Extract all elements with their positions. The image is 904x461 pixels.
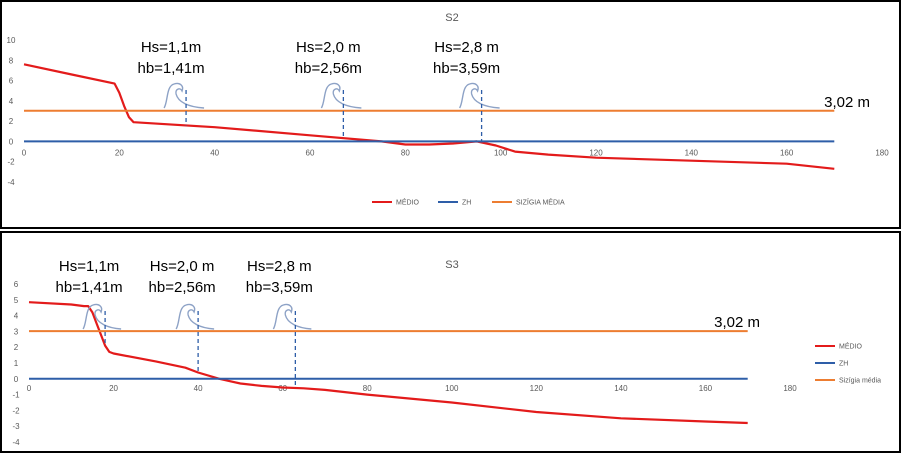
wave-height-label: Hs=2,8 m — [247, 258, 312, 275]
y-tick-label: 0 — [9, 137, 14, 146]
y-tick-label: -3 — [12, 422, 20, 431]
x-tick-label: 80 — [363, 384, 372, 393]
wave-height-label: Hs=1,1m — [59, 258, 119, 275]
x-tick-label: 40 — [194, 384, 203, 393]
wave-annotation: Hs=2,0 m hb=2,56m — [149, 258, 216, 373]
x-tick-label: 140 — [614, 384, 628, 393]
wave-annotation: Hs=2,0 m hb=2,56m — [295, 39, 362, 139]
legend-item: Sizígia média — [815, 378, 881, 385]
wave-annotation: Hs=1,1m hb=1,41m — [56, 258, 123, 346]
breaking-depth-label: hb=1,41m — [56, 279, 123, 296]
y-tick-label: 4 — [9, 97, 14, 106]
series-line-medio — [23, 63, 835, 170]
y-tick-label: 2 — [9, 117, 14, 126]
y-tick-label: 6 — [14, 280, 19, 289]
breaking-depth-label: hb=2,56m — [149, 279, 216, 296]
chart-legend: MÉDIO ZH Sizígia média — [815, 342, 881, 385]
x-tick-label: 40 — [210, 148, 219, 157]
x-tick-label: 100 — [445, 384, 459, 393]
y-tick-label: 3 — [14, 327, 19, 336]
legend-item: MÉDIO — [815, 342, 863, 351]
legend-label: ZH — [839, 361, 848, 368]
wave-height-label: Hs=2,0 m — [150, 258, 215, 275]
y-tick-label: 8 — [9, 56, 14, 65]
x-tick-label: 100 — [494, 148, 508, 157]
level-label: 3,02 m — [824, 94, 870, 111]
chart-title: S3 — [445, 259, 458, 271]
wave-height-label: Hs=1,1m — [141, 39, 201, 56]
x-tick-label: 120 — [530, 384, 544, 393]
breaking-depth-label: hb=3,59m — [246, 279, 313, 296]
wave-annotation: Hs=2,8 m hb=3,59m — [433, 39, 500, 143]
legend-item: ZH — [438, 200, 471, 207]
y-tick-label: 1 — [14, 359, 19, 368]
wave-annotation: Hs=2,8 m hb=3,59m — [246, 258, 313, 388]
y-tick-label: 2 — [14, 343, 19, 352]
x-tick-label: 160 — [699, 384, 713, 393]
x-tick-label: 140 — [685, 148, 699, 157]
legend-item: MÉDIO — [372, 198, 420, 207]
y-tick-label: -2 — [7, 158, 15, 167]
legend-item: ZH — [815, 361, 848, 368]
legend-item: SIZÍGIA MÉDIA — [492, 198, 565, 207]
x-tick-label: 80 — [401, 148, 410, 157]
chart-legend: MÉDIO ZH SIZÍGIA MÉDIA — [372, 198, 565, 207]
legend-label: MÉDIO — [396, 198, 420, 207]
y-tick-label: 5 — [14, 296, 19, 305]
breaking-wave-icon — [163, 82, 205, 109]
legend-label: SIZÍGIA MÉDIA — [516, 198, 565, 207]
y-tick-label: 0 — [14, 375, 19, 384]
x-tick-label: 60 — [306, 148, 315, 157]
x-tick-label: 20 — [109, 384, 118, 393]
legend-label: MÉDIO — [839, 342, 863, 351]
y-tick-label: -4 — [12, 438, 20, 447]
breaking-wave-icon — [320, 82, 362, 109]
y-tick-label: 4 — [14, 312, 19, 321]
breaking-wave-icon — [175, 303, 215, 330]
x-tick-label: 160 — [780, 148, 794, 157]
level-label: 3,02 m — [714, 314, 760, 331]
x-tick-label: 20 — [115, 148, 124, 157]
legend-label: ZH — [462, 200, 471, 207]
breaking-depth-label: hb=1,41m — [137, 60, 204, 77]
x-tick-label: 0 — [27, 384, 32, 393]
breaking-depth-label: hb=2,56m — [295, 60, 362, 77]
y-tick-label: 6 — [9, 77, 14, 86]
chart-title: S2 — [445, 12, 458, 24]
x-tick-label: 0 — [22, 148, 27, 157]
legend-label: Sizígia média — [839, 378, 881, 385]
breaking-wave-icon — [82, 303, 122, 330]
panel-s2-border — [0, 0, 901, 229]
x-tick-label: 180 — [783, 384, 797, 393]
x-tick-label: 120 — [589, 148, 603, 157]
x-tick-label: 180 — [875, 148, 889, 157]
wave-height-label: Hs=2,0 m — [296, 39, 361, 56]
wave-height-label: Hs=2,8 m — [434, 39, 499, 56]
y-tick-label: 10 — [7, 36, 16, 45]
panel-s3-border — [0, 231, 901, 453]
y-tick-label: -4 — [7, 178, 15, 187]
breaking-depth-label: hb=3,59m — [433, 60, 500, 77]
wave-annotation: Hs=1,1m hb=1,41m — [137, 39, 205, 126]
y-tick-label: -2 — [12, 406, 20, 415]
breaking-wave-icon — [458, 82, 500, 109]
breaking-wave-icon — [272, 303, 312, 330]
series-line-medio — [28, 301, 748, 425]
y-tick-label: -1 — [12, 391, 20, 400]
